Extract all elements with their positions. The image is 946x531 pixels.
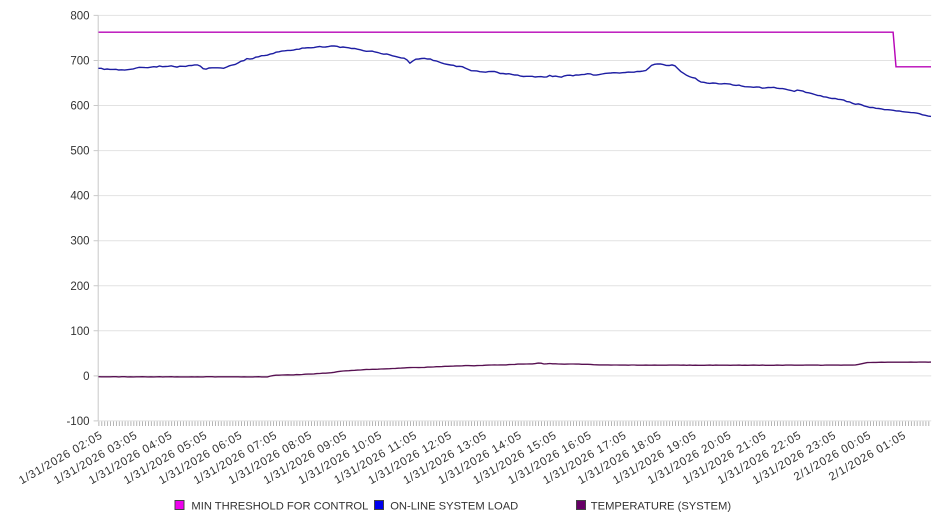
svg-text:200: 200 xyxy=(70,281,89,293)
svg-text:-100: -100 xyxy=(66,416,89,428)
svg-text:800: 800 xyxy=(70,10,89,22)
svg-text:0: 0 xyxy=(83,371,89,383)
svg-text:MIN THRESHOLD FOR CONTROL: MIN THRESHOLD FOR CONTROL xyxy=(191,500,368,512)
svg-text:300: 300 xyxy=(70,236,89,248)
svg-text:600: 600 xyxy=(70,101,89,113)
svg-text:100: 100 xyxy=(70,326,89,338)
svg-text:400: 400 xyxy=(70,191,89,203)
svg-text:500: 500 xyxy=(70,146,89,158)
svg-text:700: 700 xyxy=(70,56,89,68)
svg-text:TEMPERATURE (SYSTEM): TEMPERATURE (SYSTEM) xyxy=(591,500,732,512)
svg-text:ON-LINE SYSTEM LOAD: ON-LINE SYSTEM LOAD xyxy=(390,500,518,512)
